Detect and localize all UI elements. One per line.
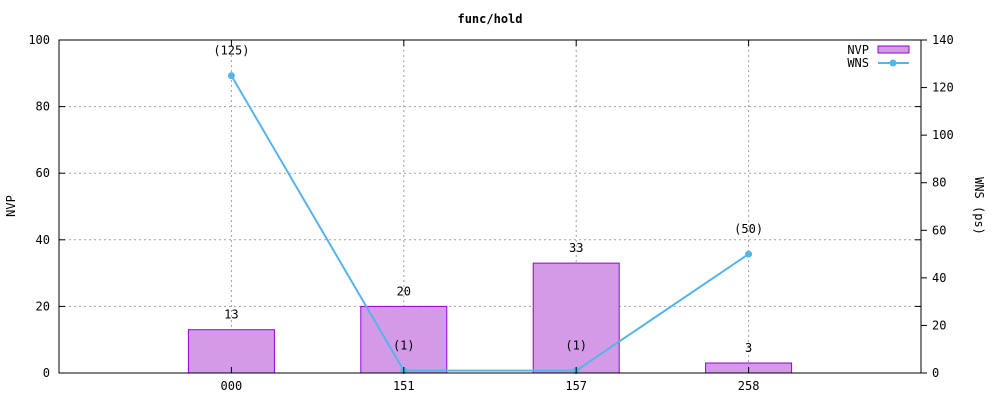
wns-point-label: (125) — [213, 44, 249, 58]
plot-frame — [58, 39, 922, 374]
legend-label-wns: WNS — [847, 56, 869, 70]
right-axis-tick-label: 80 — [932, 176, 946, 190]
nvp-bar-label: 13 — [224, 308, 238, 322]
wns-point-label: (50) — [734, 222, 763, 236]
left-axis-tick-label: 80 — [36, 100, 50, 114]
x-axis-ticks: 000 151 157 258 — [221, 40, 760, 393]
x-axis-tick-label: 258 — [738, 379, 760, 393]
x-axis-tick-label: 000 — [221, 379, 243, 393]
nvp-bar — [532, 262, 620, 374]
right-axis-tick-label: 60 — [932, 223, 946, 237]
left-axis-tick-label: 0 — [43, 366, 50, 380]
nvp-bar-label: 33 — [569, 241, 583, 255]
right-axis-tick-label: 140 — [932, 33, 954, 47]
right-axis-tick-label: 100 — [932, 128, 954, 142]
right-axis-tick-label: 20 — [932, 318, 946, 332]
right-axis-tick-label: 0 — [932, 366, 939, 380]
left-axis-tick-label: 40 — [36, 233, 50, 247]
wns-point-labels: (125) (1) (1) (50) — [213, 44, 763, 353]
wns-point — [227, 72, 235, 80]
right-axis-ticks: 0 20 40 60 80 100 120 140 — [921, 33, 954, 380]
wns-point-label: (1) — [565, 339, 587, 353]
legend-swatch-nvp — [877, 45, 910, 54]
wns-point-label: (1) — [393, 339, 415, 353]
left-axis-tick-label: 100 — [28, 33, 50, 47]
wns-point — [745, 250, 753, 258]
left-axis-tick-label: 60 — [36, 166, 50, 180]
chart-title: func/hold — [457, 12, 522, 26]
x-axis-tick-label: 151 — [393, 379, 415, 393]
nvp-bar — [360, 305, 448, 374]
grid-lines — [59, 40, 921, 373]
nvp-bar-label: 3 — [745, 341, 752, 355]
wns-line — [230, 75, 750, 372]
legend-label-nvp: NVP — [847, 43, 869, 57]
nvp-bar-label: 20 — [397, 284, 411, 298]
right-axis-tick-label: 120 — [932, 81, 954, 95]
legend-swatch-wns-point — [889, 59, 897, 67]
left-axis-ticks: 0 20 40 60 80 100 — [28, 33, 921, 380]
left-axis-tick-label: 20 — [36, 299, 50, 313]
nvp-bars — [187, 262, 793, 374]
right-axis-label: WNS (ps) — [972, 177, 986, 235]
wns-line-series — [227, 72, 753, 375]
nvp-bar — [187, 329, 275, 374]
left-axis-label: NVP — [4, 195, 18, 217]
x-axis-tick-label: 157 — [565, 379, 587, 393]
right-axis-tick-label: 40 — [932, 271, 946, 285]
